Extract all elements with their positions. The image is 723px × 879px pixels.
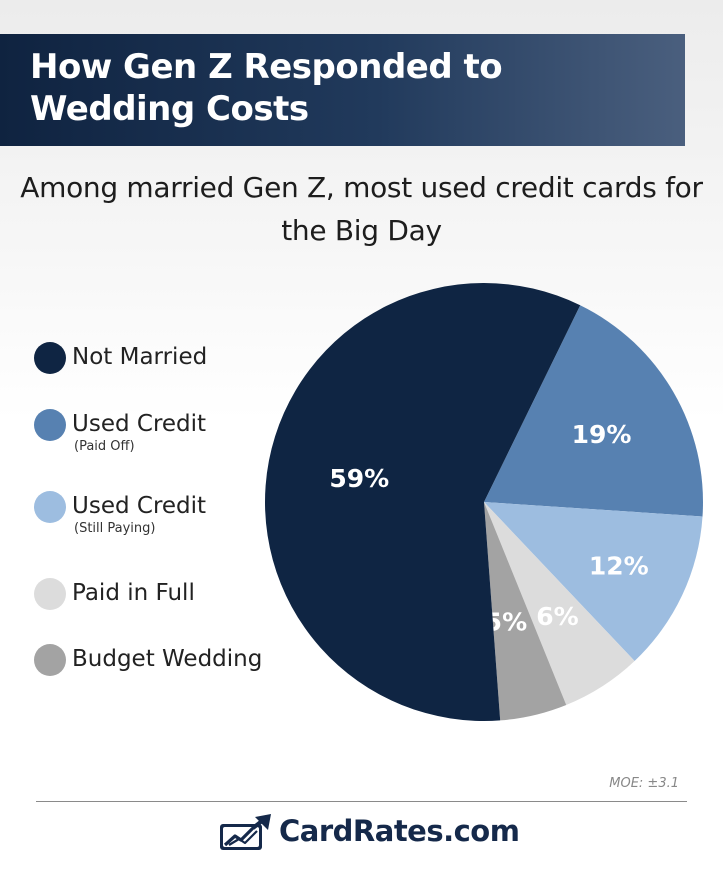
chart-title: How Gen Z Responded to Wedding Costs: [30, 47, 503, 129]
pie-slice-used-credit-paid-off: [484, 305, 703, 517]
pie-slice-not-married: [264, 282, 581, 721]
legend-note: (Still Paying): [74, 521, 156, 536]
legend-swatch: [34, 409, 66, 441]
legend-swatch: [34, 342, 66, 374]
margin-of-error-note: MOE: ±3.1: [609, 776, 679, 791]
brand-name: CardRates.com: [279, 814, 520, 848]
pie-slice-budget-wedding: [484, 502, 567, 721]
legend-label: Used Credit: [72, 493, 207, 519]
data-label-not-married: 59%: [329, 464, 389, 493]
title-banner: How Gen Z Responded to Wedding Costs: [0, 34, 685, 146]
pie-slice-paid-in-full: [484, 502, 635, 705]
legend-label: Used Credit: [72, 411, 207, 437]
data-label-used-credit-still-paying: 12%: [589, 551, 649, 580]
pie-slice-used-credit-still-paying: [484, 502, 703, 661]
legend-label: Not Married: [72, 344, 208, 370]
legend-label: Paid in Full: [72, 580, 195, 606]
legend-swatch: [34, 644, 66, 676]
legend-swatch: [34, 491, 66, 523]
legend-swatch: [34, 578, 66, 610]
footer-divider: [36, 801, 687, 802]
data-label-used-credit-paid-off: 19%: [572, 420, 632, 449]
chart-subtitle: Among married Gen Z, most used credit ca…: [20, 171, 703, 247]
legend-label: Budget Wedding: [72, 646, 263, 672]
data-label-paid-in-full: 6%: [536, 602, 578, 631]
chart-trend-arrow-icon: [220, 814, 271, 850]
legend-note: (Paid Off): [74, 439, 135, 454]
